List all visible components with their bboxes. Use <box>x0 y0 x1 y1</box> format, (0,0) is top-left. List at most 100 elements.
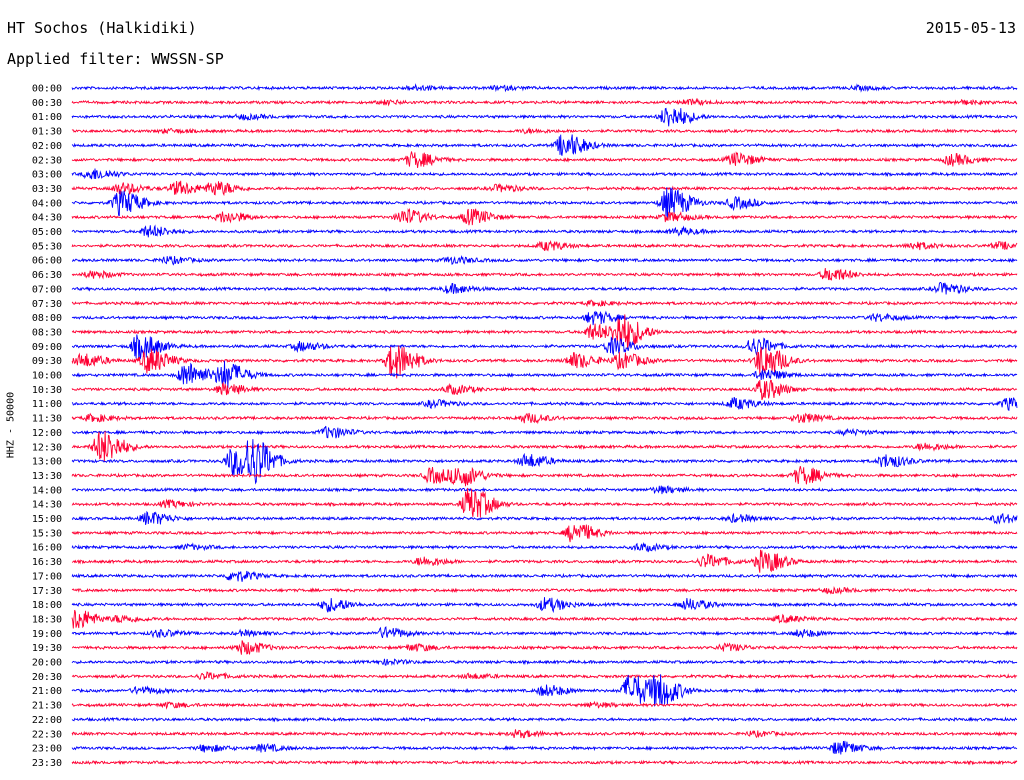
trace-0900 <box>71 334 1018 360</box>
tick-label-1330: 13:30 <box>32 471 62 482</box>
tick-label-0730: 07:30 <box>32 299 62 310</box>
tick-label-2230: 22:30 <box>32 729 62 740</box>
trace-1330 <box>71 466 1018 487</box>
tick-label-1200: 12:00 <box>32 428 62 439</box>
trace-2230 <box>71 729 1018 739</box>
tick-label-0930: 09:30 <box>32 356 62 367</box>
tick-label-1830: 18:30 <box>32 614 62 625</box>
tick-label-0030: 00:30 <box>32 98 62 109</box>
trace-0600 <box>72 254 1018 266</box>
trace-0130 <box>71 126 1018 135</box>
trace-2330 <box>71 759 1018 766</box>
tick-label-0530: 05:30 <box>32 241 62 252</box>
station-title: HT Sochos (Halkidiki) <box>7 19 197 37</box>
tick-label-0130: 01:30 <box>32 127 62 138</box>
trace-0430 <box>71 207 1018 226</box>
trace-1500 <box>71 510 1018 526</box>
tick-label-1430: 14:30 <box>32 500 62 511</box>
trace-1230 <box>71 431 1018 462</box>
date-label: 2015-05-13 <box>925 19 1016 37</box>
trace-0530 <box>71 240 1018 252</box>
tick-label-0900: 09:00 <box>32 342 62 353</box>
trace-0730 <box>71 299 1018 308</box>
tick-label-1300: 13:00 <box>32 457 62 468</box>
trace-2000 <box>71 658 1018 666</box>
trace-1300 <box>71 439 1018 485</box>
tick-label-1530: 15:30 <box>32 528 62 539</box>
trace-2100 <box>71 674 1017 707</box>
trace-1830 <box>71 609 1018 629</box>
trace-1800 <box>71 597 1018 614</box>
trace-1400 <box>71 485 1018 495</box>
tick-label-2300: 23:00 <box>32 744 62 755</box>
tick-label-2130: 21:30 <box>32 701 62 712</box>
trace-0500 <box>71 224 1018 238</box>
trace-0830 <box>71 314 1018 349</box>
tick-label-1930: 19:30 <box>32 643 62 654</box>
trace-0630 <box>71 267 1018 281</box>
tick-label-0330: 03:30 <box>32 184 62 195</box>
trace-2200 <box>71 716 1018 723</box>
trace-0000 <box>71 83 1018 93</box>
trace-0030 <box>71 97 1018 107</box>
tick-label-0400: 04:00 <box>32 198 62 209</box>
tick-label-2000: 20:00 <box>32 658 62 669</box>
trace-2300 <box>71 740 1018 755</box>
trace-1100 <box>71 396 1018 412</box>
tick-label-1600: 16:00 <box>32 543 62 554</box>
tick-label-0830: 08:30 <box>32 327 62 338</box>
trace-1030 <box>71 379 1018 401</box>
trace-0300 <box>71 168 1018 180</box>
tick-label-1730: 17:30 <box>32 586 62 597</box>
trace-0930 <box>71 345 1018 379</box>
tick-label-1130: 11:30 <box>32 414 62 425</box>
trace-0200 <box>71 134 1018 156</box>
trace-2130 <box>71 700 1018 710</box>
tick-label-0700: 07:00 <box>32 284 62 295</box>
trace-1130 <box>71 412 1018 425</box>
tick-label-1230: 12:30 <box>32 442 62 453</box>
tick-label-2030: 20:30 <box>32 672 62 683</box>
trace-1430 <box>71 487 1018 518</box>
trace-2030 <box>71 671 1018 680</box>
tick-label-2330: 23:30 <box>32 758 62 769</box>
tick-label-0630: 06:30 <box>32 270 62 281</box>
tick-label-0430: 04:30 <box>32 213 62 224</box>
tick-label-0000: 00:00 <box>32 84 62 95</box>
trace-0100 <box>71 107 1018 127</box>
trace-0330 <box>71 180 1018 197</box>
tick-label-1500: 15:00 <box>32 514 62 525</box>
tick-label-0600: 06:00 <box>32 256 62 267</box>
trace-1200 <box>71 425 1018 439</box>
tick-label-0800: 08:00 <box>32 313 62 324</box>
tick-label-1000: 10:00 <box>32 371 62 382</box>
trace-0400 <box>71 187 1018 220</box>
tick-label-1800: 18:00 <box>32 600 62 611</box>
tick-label-0230: 02:30 <box>32 155 62 166</box>
tick-label-1100: 11:00 <box>32 399 62 410</box>
tick-label-0300: 03:00 <box>32 170 62 181</box>
trace-1000 <box>71 360 1018 388</box>
tick-label-2200: 22:00 <box>32 715 62 726</box>
filter-label: Applied filter: WWSSN-SP <box>7 50 224 68</box>
tick-label-2100: 21:00 <box>32 686 62 697</box>
tick-label-0200: 02:00 <box>32 141 62 152</box>
trace-1730 <box>71 585 1018 595</box>
trace-1700 <box>71 570 1018 582</box>
tick-label-1030: 10:30 <box>32 385 62 396</box>
tick-label-0500: 05:00 <box>32 227 62 238</box>
trace-0800 <box>71 310 1018 326</box>
trace-1630 <box>71 549 1018 573</box>
tick-label-0100: 01:00 <box>32 112 62 123</box>
trace-0700 <box>71 282 1018 295</box>
tick-label-1630: 16:30 <box>32 557 62 568</box>
trace-0230 <box>71 151 1018 168</box>
tick-label-1400: 14:00 <box>32 485 62 496</box>
tick-label-1700: 17:00 <box>32 571 62 582</box>
trace-1600 <box>71 541 1018 553</box>
trace-1930 <box>71 640 1018 655</box>
trace-1900 <box>71 626 1018 639</box>
tick-label-1900: 19:00 <box>32 629 62 640</box>
trace-1530 <box>71 524 1018 543</box>
